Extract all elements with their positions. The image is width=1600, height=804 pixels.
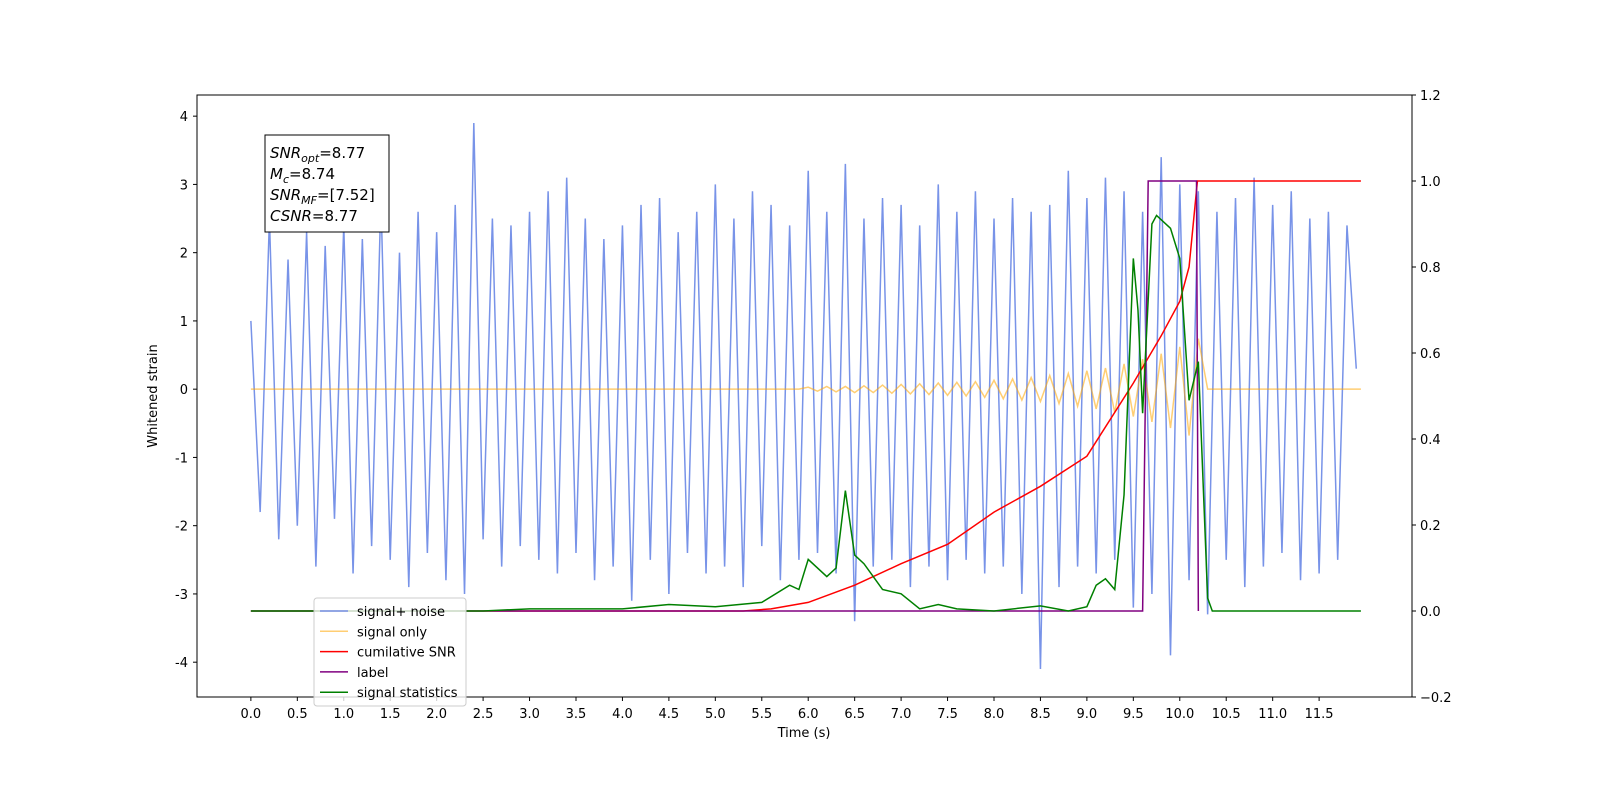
- annotation-text: SNRMF=[7.52]: [270, 186, 375, 207]
- legend-label: label: [357, 666, 388, 681]
- x-tick-label: 0.5: [287, 707, 308, 722]
- series-line: [250, 122, 1358, 670]
- annotation-name: SNR: [270, 186, 301, 204]
- x-tick-label: 9.5: [1123, 707, 1144, 722]
- y2-tick-label: 0.2: [1420, 519, 1441, 534]
- annotation-name: SNR: [270, 144, 301, 162]
- x-tick-label: 4.5: [659, 707, 680, 722]
- y-tick-label: -1: [175, 451, 188, 466]
- x-tick-label: 1.5: [380, 707, 401, 722]
- x-tick-label: 11.5: [1305, 707, 1334, 722]
- legend: signal+ noise signal only cumilative SNR la…: [313, 597, 467, 707]
- annotation-sub: c: [283, 173, 289, 186]
- x-tick-label: 2.0: [426, 707, 447, 722]
- annotation-value: =8.77: [312, 207, 358, 225]
- plot-frame: [196, 94, 1413, 698]
- annotation-text: Mc=8.74: [270, 165, 335, 186]
- annotation-text: SNRopt=8.77: [270, 144, 365, 165]
- x-tick-label: 10.0: [1165, 707, 1194, 722]
- x-tick-label: 7.0: [891, 707, 912, 722]
- y2-tick-label: 1.0: [1420, 175, 1441, 190]
- annotation-sub: MF: [301, 194, 317, 207]
- annotation-value: =[7.52]: [317, 186, 375, 204]
- x-tick-label: 6.0: [798, 707, 819, 722]
- x-tick-label: 11.0: [1258, 707, 1287, 722]
- legend-label: signal+ noise: [357, 605, 445, 620]
- y-tick-label: 0: [180, 383, 188, 398]
- annotation-text: CSNR=8.77: [270, 207, 358, 225]
- y2-tick-label: 0.4: [1420, 433, 1441, 448]
- annotation-value: =8.77: [319, 144, 365, 162]
- series-line: [250, 180, 1361, 612]
- annotation-sub: opt: [301, 152, 320, 165]
- x-tick-label: 9.0: [1077, 707, 1098, 722]
- y-tick-label: -2: [175, 520, 188, 535]
- y-tick-label: 4: [180, 110, 188, 125]
- annotation-name: M: [270, 165, 283, 183]
- x-tick-label: 1.0: [333, 707, 354, 722]
- x-tick-label: 4.0: [612, 707, 633, 722]
- y2-tick-label: −0.2: [1420, 691, 1452, 706]
- x-tick-label: 8.5: [1030, 707, 1051, 722]
- y2-tick-label: 0.8: [1420, 261, 1441, 276]
- x-tick-label: 3.0: [519, 707, 540, 722]
- x-tick-label: 10.5: [1212, 707, 1241, 722]
- y2-tick-label: 0.6: [1420, 347, 1441, 362]
- x-tick-label: 5.0: [705, 707, 726, 722]
- legend-label: cumilative SNR: [357, 646, 456, 661]
- y2-tick-label: 1.2: [1420, 89, 1441, 104]
- legend-frame: [313, 597, 467, 707]
- x-tick-label: 5.5: [751, 707, 772, 722]
- x-tick-label: 7.5: [937, 707, 958, 722]
- y-tick-label: 3: [180, 178, 188, 193]
- x-tick-label: 0.0: [241, 707, 262, 722]
- x-tick-label: 8.0: [984, 707, 1005, 722]
- x-tick-label: 2.5: [473, 707, 494, 722]
- annotation-value: =8.74: [289, 165, 335, 183]
- y-tick-label: -4: [175, 656, 188, 671]
- y-tick-label: -3: [175, 588, 188, 603]
- y-tick-label: 1: [180, 315, 188, 330]
- legend-label: signal only: [357, 625, 427, 640]
- y2-tick-label: 0.0: [1420, 605, 1441, 620]
- y-tick-label: 2: [180, 247, 188, 262]
- y-axis-label: Whitened strain: [146, 344, 161, 447]
- series-line: [250, 180, 1200, 612]
- annotation-frame: [264, 134, 390, 233]
- legend-label: signal statistics: [357, 686, 458, 701]
- x-tick-label: 3.5: [566, 707, 587, 722]
- x-tick-label: 6.5: [844, 707, 865, 722]
- annotation-name: CSNR: [270, 207, 312, 225]
- series-line: [250, 214, 1361, 612]
- x-axis-label: Time (s): [777, 726, 831, 741]
